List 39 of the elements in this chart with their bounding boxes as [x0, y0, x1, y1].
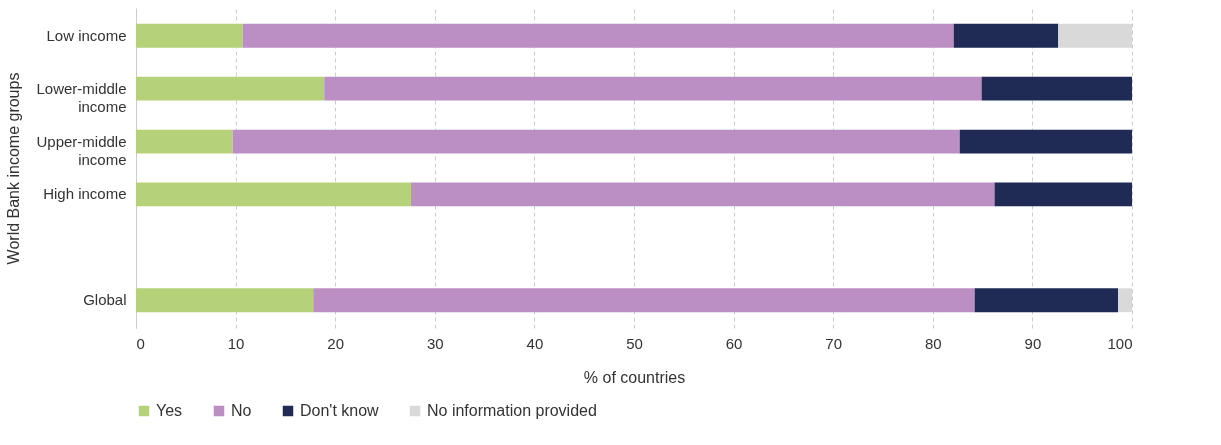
x-tick-label: 50 — [626, 334, 643, 352]
bar — [974, 288, 1119, 313]
bar — [242, 23, 954, 48]
x-tick-label: 90 — [1024, 334, 1042, 352]
x-axis-title: % of countries — [583, 368, 686, 386]
bar — [410, 182, 995, 207]
bar — [136, 288, 314, 313]
legend-label: No — [231, 402, 252, 419]
bar — [1118, 288, 1132, 313]
legend-label: Yes — [156, 402, 183, 419]
y-tick-label: Upper-middle income — [36, 132, 127, 168]
legend-label: Don't know — [300, 402, 380, 419]
x-tick-label: 20 — [327, 334, 345, 352]
bar — [994, 182, 1132, 207]
bar — [136, 129, 233, 154]
bar — [313, 288, 975, 313]
x-tick-label: 10 — [227, 334, 245, 352]
x-tick-label: 70 — [825, 334, 843, 352]
bar — [136, 23, 243, 48]
x-tick-label: 80 — [924, 334, 942, 352]
y-tick-label: High income — [43, 185, 127, 203]
x-tick-label: 40 — [526, 334, 544, 352]
x-tick-label: 60 — [725, 334, 743, 352]
bar — [136, 182, 411, 207]
y-tick-label: Low income — [46, 26, 127, 44]
bar — [959, 129, 1132, 154]
x-tick-label: 100 — [1107, 334, 1133, 352]
y-tick-label: Lower-middle income — [36, 79, 127, 115]
x-tick-label: 30 — [426, 334, 444, 352]
bar — [232, 129, 960, 154]
bar — [136, 76, 325, 101]
legend-label: No information provided — [427, 402, 597, 419]
bar — [981, 76, 1132, 101]
y-axis-title: World Bank income groups — [5, 72, 23, 265]
x-tick-label: 0 — [136, 334, 145, 352]
bar — [324, 76, 982, 101]
bar — [953, 23, 1059, 48]
bar — [1058, 23, 1132, 48]
y-tick-label: Global — [83, 291, 127, 309]
